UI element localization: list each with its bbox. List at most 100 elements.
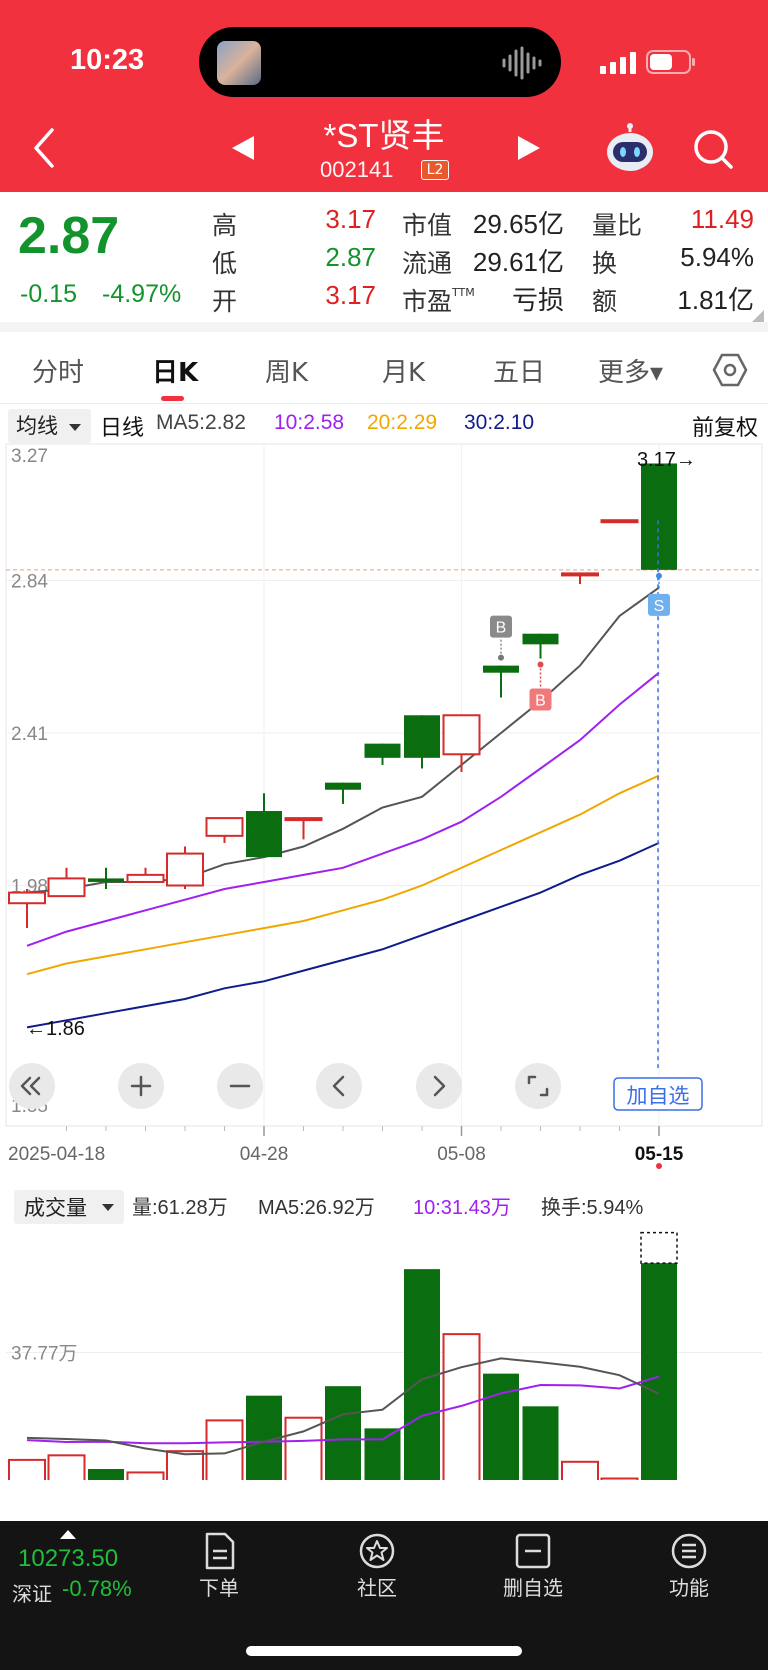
tab-monthly-k[interactable]: 月K [382, 358, 426, 388]
volume-projection-box [640, 1231, 678, 1264]
quote-panel [0, 192, 768, 320]
indicator-select[interactable]: 均线 [8, 409, 91, 443]
tab-more[interactable]: 更多▾ [598, 358, 664, 388]
candle-body [641, 463, 677, 570]
add-watch-button[interactable]: 加自选 [613, 1077, 703, 1111]
volume-bar-rect [483, 1373, 519, 1480]
volume-bar-rect [8, 1458, 46, 1480]
candle-body [364, 743, 401, 758]
last-price: 2.87 [18, 207, 120, 265]
ma30-line [26, 841, 660, 1029]
next-stock-icon[interactable] [516, 134, 542, 162]
candle [364, 743, 401, 765]
adjust-mode[interactable]: 前复权 [692, 416, 759, 441]
remove-watch-icon[interactable] [513, 1531, 553, 1571]
signal-badge [529, 688, 552, 711]
zoom-out-icon[interactable] [217, 1063, 263, 1109]
menu-icon[interactable] [669, 1531, 709, 1571]
price-change-pct: -4.97% [102, 280, 182, 308]
volume-bar [522, 1406, 559, 1480]
expand-corner-icon[interactable] [752, 310, 764, 322]
signal-dot [498, 654, 504, 661]
bottom-toolbar [0, 1521, 768, 1670]
zoom-in-icon[interactable] [118, 1063, 164, 1109]
candle [126, 867, 165, 883]
signal-dot [656, 572, 662, 579]
candle [88, 867, 124, 890]
index-change[interactable]: -0.78% [62, 1576, 132, 1601]
candle [246, 793, 282, 858]
volume-bar-rect [522, 1406, 559, 1480]
indicator-select-label: 均线 [16, 414, 58, 438]
chevron-left-icon[interactable] [316, 1063, 362, 1109]
candle [325, 782, 361, 804]
max-price-label: 3.17→ [637, 449, 696, 471]
candle [404, 715, 440, 769]
fullscreen-icon[interactable] [515, 1063, 561, 1109]
quote-value-volratio: 11.49 [690, 204, 754, 234]
quote-label-open: 开 [212, 287, 238, 316]
kline-controls[interactable]: 加自选 [9, 1063, 703, 1111]
chevron-down-icon [69, 424, 81, 431]
index-up-arrow-icon[interactable] [60, 1530, 76, 1539]
quote-value-mktcap: 29.65亿 [472, 209, 564, 239]
volume-bar-rect [442, 1333, 481, 1480]
candle-body [246, 811, 282, 858]
community-icon[interactable] [357, 1531, 397, 1571]
tab-five-day[interactable]: 五日 [493, 358, 546, 388]
control-glyph [539, 1087, 549, 1097]
control-glyph [29, 1076, 41, 1096]
quote-label-pe-ttm: TTM [452, 286, 475, 299]
candle [47, 867, 86, 898]
signal-marker: S [648, 572, 670, 616]
candle-body [483, 665, 519, 673]
signal-badge-label: S [654, 598, 665, 615]
candle-body [205, 817, 244, 837]
control-glyph [433, 1075, 446, 1097]
ma5-value: MA5:2.82 [156, 411, 246, 434]
home-indicator [246, 1646, 522, 1656]
double-left-icon[interactable] [9, 1063, 55, 1109]
tab-timeshare[interactable]: 分时 [32, 358, 85, 388]
date-label: 05-08 [437, 1144, 486, 1165]
back-icon[interactable] [30, 126, 60, 170]
quote-label-low: 低 [212, 249, 238, 278]
signal-marker: B [529, 661, 552, 711]
prev-stock-icon[interactable] [230, 134, 256, 162]
document-icon[interactable] [199, 1531, 239, 1571]
volume-ma5: MA5:26.92万 [258, 1197, 375, 1219]
index-value[interactable]: 10273.50 [18, 1545, 119, 1572]
status-time: 10:23 [70, 44, 145, 76]
volume-bar-rect [641, 1263, 677, 1480]
stock-name: *ST贤丰 [323, 117, 445, 154]
volume-bar [483, 1373, 519, 1480]
quote-value-turnover: 5.94% [680, 242, 754, 272]
date-axis: 2025-04-18 04-28 05-08 05-15 [8, 1126, 684, 1169]
volume-bar [600, 1477, 639, 1480]
candle [561, 572, 599, 585]
settings-hexagon-icon[interactable] [712, 352, 748, 388]
volume-bar [166, 1450, 204, 1480]
candle [483, 665, 519, 698]
volume-indicator-select[interactable]: 成交量 [14, 1190, 124, 1224]
tab-daily-k[interactable]: 日K [152, 358, 199, 388]
signal-badge-label: B [496, 620, 507, 637]
tab-weekly-k[interactable]: 周K [265, 358, 309, 388]
volume-bars: 37.77万 [6, 1231, 762, 1480]
candle-body [600, 519, 639, 524]
bottom-remove-watch-label[interactable]: 删自选 [503, 1576, 563, 1600]
search-icon[interactable] [692, 128, 734, 170]
battery-icon [646, 50, 695, 74]
candles [8, 463, 677, 929]
signal-badge [490, 615, 512, 638]
chevron-down-icon [102, 1204, 114, 1211]
index-name[interactable]: 深证 [12, 1582, 52, 1606]
bottom-community-label[interactable]: 社区 [357, 1576, 397, 1600]
date-label: 2025-04-18 [8, 1144, 105, 1165]
bottom-order-label[interactable]: 下单 [199, 1576, 239, 1600]
bottom-function-label[interactable]: 功能 [669, 1576, 709, 1600]
chevron-right-icon[interactable] [416, 1063, 462, 1109]
signal-badge-label: B [535, 693, 546, 710]
robot-assistant-icon[interactable] [604, 122, 656, 174]
